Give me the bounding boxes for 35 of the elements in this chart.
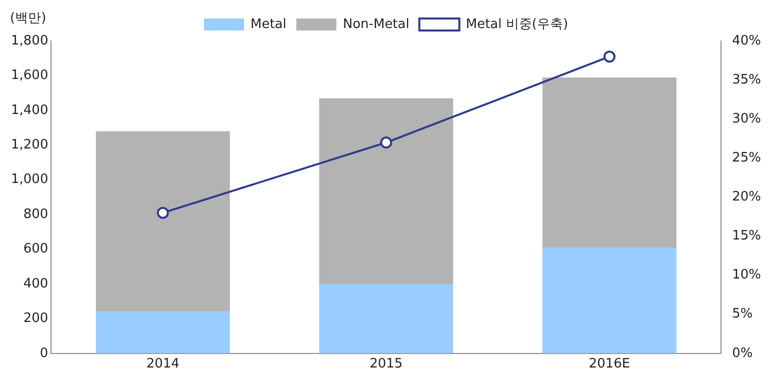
legend-label: Non-Metal: [342, 16, 410, 32]
y-axis-title: (백만): [10, 10, 46, 26]
x-tick-label: 2016E: [588, 356, 630, 372]
x-tick-label: 2015: [370, 356, 403, 372]
x-tick-label: 2014: [146, 356, 180, 372]
y2-tick-label: 15%: [732, 228, 762, 244]
y2-tick-label: 5%: [732, 306, 753, 322]
y-tick-label: 800: [23, 206, 48, 222]
y-tick-label: 1,600: [11, 68, 48, 84]
bar: [96, 312, 230, 354]
y-tick-label: 1,800: [11, 33, 48, 48]
y-tick-label: 1,200: [11, 138, 48, 153]
y2-tick-label: 10%: [732, 268, 762, 283]
bar: [542, 248, 676, 354]
y2-tick-label: 0%: [732, 346, 753, 361]
point: [380, 136, 392, 149]
y2-tick-label: 25%: [732, 150, 762, 166]
y-tick-label: 400: [23, 276, 48, 292]
y2-tick-label: 30%: [732, 111, 762, 126]
y-tick-label: 0: [40, 346, 48, 361]
legend-label: Metal 비중(우축): [466, 16, 568, 32]
point: [603, 50, 616, 63]
bar: [319, 284, 454, 354]
bar: [542, 77, 676, 248]
y-tick-label: 200: [23, 311, 48, 326]
legend-label: Metal: [250, 16, 286, 32]
bar: [96, 131, 230, 312]
y-tick-label: 600: [23, 242, 48, 257]
y-tick-label: 1,000: [11, 172, 48, 188]
y2-tick-label: 20%: [732, 190, 762, 205]
bar: [319, 98, 454, 284]
y2-tick-label: 35%: [732, 72, 762, 88]
point: [156, 206, 169, 219]
y2-tick-label: 40%: [732, 33, 762, 48]
y-tick-label: 1,400: [11, 102, 48, 118]
